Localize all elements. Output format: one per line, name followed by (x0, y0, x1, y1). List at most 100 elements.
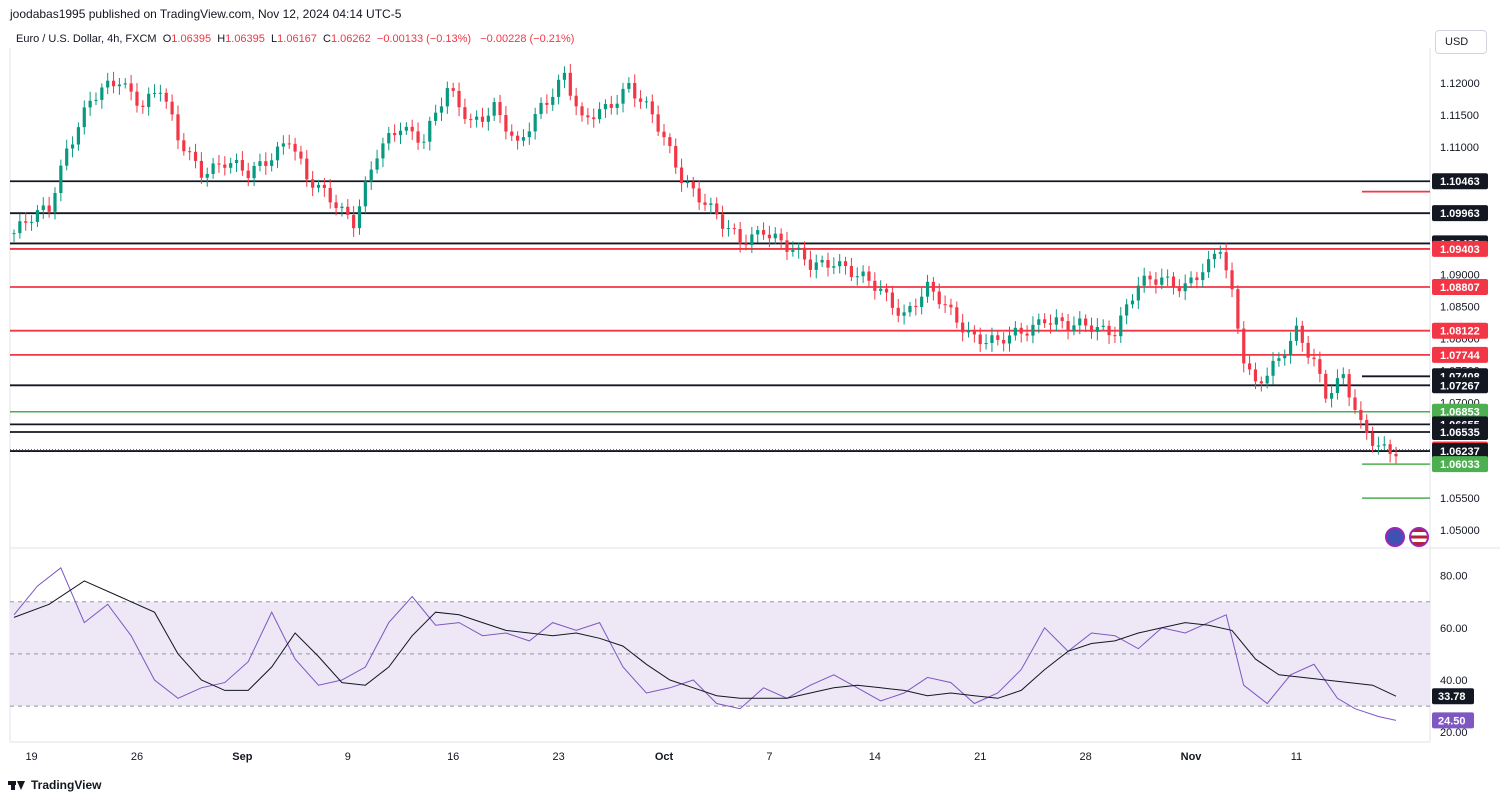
candle-body (1230, 270, 1234, 290)
candle-body (1084, 318, 1088, 326)
currency-button[interactable]: USD (1435, 30, 1487, 54)
candle-body (35, 210, 40, 222)
tradingview-footer[interactable]: TradingView (8, 778, 101, 792)
publisher-line: joodabas1995 published on TradingView.co… (10, 7, 402, 21)
level-label-box (1432, 377, 1488, 394)
candle-body (211, 163, 215, 174)
candle-body (920, 296, 924, 308)
candle-body (855, 276, 859, 278)
candle-body (24, 221, 28, 223)
time-tick-label: Sep (232, 751, 252, 763)
candle-body (1007, 335, 1012, 344)
candle-body (1160, 277, 1164, 285)
candle-body (972, 330, 976, 335)
candle-body (615, 103, 619, 108)
candle-body (381, 143, 385, 159)
candle-body (147, 93, 151, 107)
candle-body (199, 160, 203, 178)
candle-body (674, 146, 678, 168)
level-label-box (1432, 240, 1488, 257)
candle-body (217, 163, 221, 165)
candle-body (346, 206, 350, 215)
time-tick-label: Oct (655, 751, 674, 763)
candle-body (463, 107, 467, 120)
candle-body (785, 240, 789, 252)
level-label-text: 1.06237 (1440, 446, 1480, 458)
candle-body (955, 307, 959, 323)
symbol-ohlc-legend: Euro / U.S. Dollar, 4h, FXCM O1.06395 H1… (16, 33, 574, 45)
us-flag-icon[interactable] (1409, 527, 1429, 547)
level-label-box (1432, 173, 1488, 190)
level-label-text: 1.10463 (1440, 176, 1480, 188)
rsi-value-label-box (1432, 712, 1474, 729)
candle-body (826, 259, 830, 268)
level-label-text: 1.09963 (1440, 208, 1480, 220)
candle-body (1195, 277, 1199, 281)
level-label-text: 1.06033 (1440, 459, 1480, 471)
candle-body (1101, 325, 1105, 327)
candle-body (703, 202, 707, 205)
candle-body (884, 288, 889, 293)
candle-body (574, 95, 578, 107)
candle-body (750, 234, 754, 245)
candle-body (691, 181, 695, 189)
candle-body (814, 262, 818, 270)
candle-body (908, 306, 912, 313)
candle-body (234, 159, 239, 164)
candle-body (258, 161, 262, 166)
candle-body (129, 83, 133, 92)
candle-body (164, 92, 168, 102)
candle-body (18, 221, 22, 234)
rsi-tick-label: 20.00 (1440, 727, 1468, 739)
time-tick-label: Nov (1181, 751, 1203, 763)
candle-body (1318, 359, 1322, 374)
candlesticks (12, 63, 1398, 464)
candle-body (1388, 444, 1392, 454)
open-label: O (162, 33, 172, 45)
candle-body (434, 112, 438, 121)
rsi-pane: 80.00 60.00 40.00 20.00 33.78 24.50 (10, 567, 1474, 739)
horizontal-levels (10, 180, 1430, 499)
candle-body (527, 131, 531, 138)
candle-body (1013, 327, 1017, 336)
candle-body (586, 115, 590, 118)
candle-body (29, 221, 34, 223)
candle-body (832, 266, 836, 268)
candle-body (756, 230, 760, 235)
time-tick-label: 14 (869, 751, 881, 763)
candle-body (94, 99, 98, 101)
level-label-box (1432, 205, 1488, 222)
time-tick-label: 21 (974, 751, 986, 763)
candle-body (1177, 287, 1181, 292)
candle-body (1288, 340, 1293, 356)
candle-body (890, 292, 894, 308)
candle-body (264, 161, 268, 166)
rsi-sma-value-label-box (1432, 688, 1474, 705)
candle-body (1025, 333, 1029, 336)
candle-body (873, 280, 877, 291)
candle-body (100, 87, 104, 100)
candle-body (1283, 355, 1287, 359)
candle-body (843, 261, 848, 267)
candle-body (1347, 374, 1351, 398)
candle-body (1224, 252, 1228, 271)
candle-body (627, 83, 631, 89)
symbol-name[interactable]: Euro / U.S. Dollar, 4h, FXCM (16, 33, 157, 45)
candle-body (410, 126, 414, 132)
candle-body (820, 259, 824, 263)
level-label-text: 1.06535 (1440, 427, 1480, 439)
level-label-box (1432, 322, 1488, 339)
candle-body (76, 127, 81, 145)
candle-body (469, 119, 473, 121)
candle-body (363, 181, 367, 207)
candle-body (1154, 279, 1158, 285)
candle-body (41, 205, 45, 211)
candle-body (744, 243, 748, 245)
eu-flag-icon[interactable] (1385, 527, 1405, 547)
candle-body (1019, 327, 1023, 334)
candle-body (849, 266, 853, 277)
candle-body (1324, 373, 1328, 399)
rsi-band (10, 601, 1430, 707)
candle-body (1341, 374, 1345, 379)
